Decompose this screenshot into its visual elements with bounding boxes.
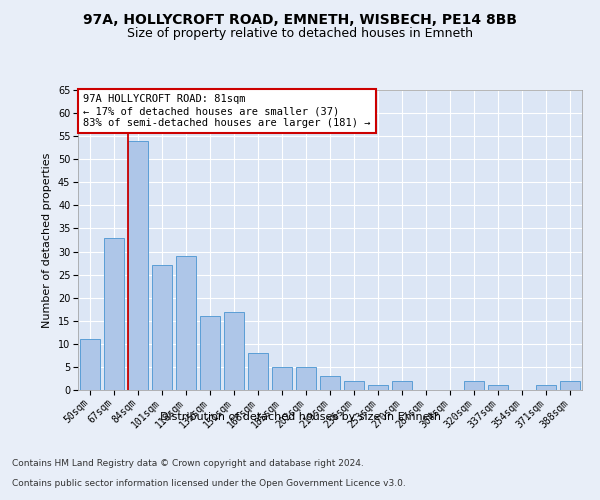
- Bar: [152, 266, 172, 390]
- Bar: [392, 381, 412, 390]
- Bar: [224, 312, 244, 390]
- Bar: [200, 316, 220, 390]
- Bar: [488, 386, 508, 390]
- Y-axis label: Number of detached properties: Number of detached properties: [43, 152, 52, 328]
- Bar: [296, 367, 316, 390]
- Text: 97A HOLLYCROFT ROAD: 81sqm
← 17% of detached houses are smaller (37)
83% of semi: 97A HOLLYCROFT ROAD: 81sqm ← 17% of deta…: [83, 94, 371, 128]
- Bar: [80, 339, 100, 390]
- Bar: [560, 381, 580, 390]
- Text: Size of property relative to detached houses in Emneth: Size of property relative to detached ho…: [127, 28, 473, 40]
- Text: Distribution of detached houses by size in Emneth: Distribution of detached houses by size …: [160, 412, 440, 422]
- Bar: [176, 256, 196, 390]
- Bar: [128, 141, 148, 390]
- Text: Contains public sector information licensed under the Open Government Licence v3: Contains public sector information licen…: [12, 478, 406, 488]
- Bar: [344, 381, 364, 390]
- Bar: [536, 386, 556, 390]
- Text: 97A, HOLLYCROFT ROAD, EMNETH, WISBECH, PE14 8BB: 97A, HOLLYCROFT ROAD, EMNETH, WISBECH, P…: [83, 12, 517, 26]
- Bar: [104, 238, 124, 390]
- Bar: [368, 386, 388, 390]
- Bar: [248, 353, 268, 390]
- Bar: [272, 367, 292, 390]
- Text: Contains HM Land Registry data © Crown copyright and database right 2024.: Contains HM Land Registry data © Crown c…: [12, 458, 364, 468]
- Bar: [464, 381, 484, 390]
- Bar: [320, 376, 340, 390]
